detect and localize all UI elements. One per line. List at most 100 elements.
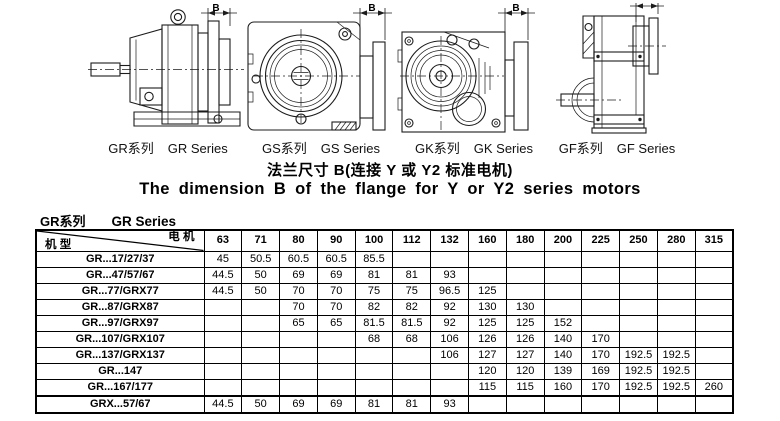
dimension-b-cell: [694, 314, 734, 332]
dimension-b-cell: [505, 250, 545, 268]
dimension-b-cell: 126: [467, 330, 507, 348]
dimension-b-cell: 127: [505, 346, 545, 364]
model-cell: GR...137/GRX137: [35, 346, 205, 364]
dimension-b-cell: 192.5: [656, 362, 696, 380]
motor-frame-column-header: 100: [354, 229, 394, 252]
dimension-b-cell: [241, 378, 281, 396]
dimension-b-cell: 192.5: [619, 378, 658, 396]
dimension-b-cell: 130: [467, 298, 507, 316]
dimension-b-cell: 152: [543, 314, 583, 332]
model-cell: GR...87/GRX87: [35, 298, 205, 316]
dimension-b-cell: [467, 266, 507, 284]
dimension-b-cell: 92: [430, 298, 469, 316]
dimension-b-cell: 69: [316, 266, 356, 284]
dimension-b-cell: 170: [581, 378, 621, 396]
dimension-b-cell: 192.5: [619, 362, 658, 380]
dimension-b-cell: 81.5: [392, 314, 432, 332]
corner-header-cell: 电 机 机 型: [35, 229, 205, 252]
gr-series-caption: GR系列 GR Series: [88, 138, 248, 157]
gs-series-drawing: B: [247, 3, 392, 131]
model-cell: GRX...57/67: [35, 394, 205, 413]
dimension-b-cell: 130: [505, 298, 545, 316]
dimension-b-cell: [279, 378, 318, 396]
dimension-b-cell: [392, 346, 432, 364]
motor-frame-column-header: 200: [543, 229, 583, 252]
gs-series-label-cn: GS系列: [261, 141, 307, 156]
dimension-b-cell: 106: [430, 346, 469, 364]
dimension-b-cell: 120: [505, 362, 545, 380]
dimension-b-cell: [581, 394, 621, 413]
table-caption: GR系列 GR Series: [40, 211, 176, 230]
dimension-b-cell: [316, 346, 356, 364]
dimension-b-cell: [241, 346, 281, 364]
dim-b-label: B: [212, 3, 219, 14]
dimension-b-cell: [581, 266, 621, 284]
dimension-b-cell: [392, 362, 432, 380]
dimension-b-cell: [430, 250, 469, 268]
motor-frame-column-header: 90: [316, 229, 356, 252]
dimension-b-cell: 81: [354, 394, 394, 413]
dimension-b-cell: [619, 282, 658, 300]
dimension-b-cell: [505, 394, 545, 413]
motor-frame-column-header: 250: [619, 229, 658, 252]
dimension-b-cell: 96.5: [430, 282, 469, 300]
dimension-b-cell: 92: [430, 314, 469, 332]
dimension-b-cell: 68: [354, 330, 394, 348]
dimension-b-cell: [203, 330, 243, 348]
dimension-b-cell: [392, 378, 432, 396]
gr-series-label-cn: GR系列: [108, 141, 154, 156]
dimension-b-cell: 160: [543, 378, 583, 396]
gs-series-caption: GS系列 GS Series: [240, 138, 402, 157]
dimension-b-cell: 69: [316, 394, 356, 413]
dimension-b-cell: [241, 298, 281, 316]
dimension-b-cell: [203, 378, 243, 396]
page-title-english: The dimension B of the flange for Y or Y…: [139, 180, 641, 198]
table-row: GR...17/27/37 45 50.5 60.5 60.5 85.5: [35, 250, 734, 268]
dimension-b-cell: [656, 250, 696, 268]
gf-series-drawing: [556, 3, 666, 134]
dimension-b-cell: 169: [581, 362, 621, 380]
motor-frame-column-header: 315: [694, 229, 734, 252]
table-row: GR...47/57/67 44.5 50 69 69 81 81 93: [35, 266, 734, 284]
dimension-b-cell: [543, 250, 583, 268]
dimension-b-cell: 60.5: [316, 250, 356, 268]
dim-b-label: B: [368, 3, 375, 14]
dimension-b-cell: [430, 362, 469, 380]
diagonal-divider: [37, 231, 204, 251]
model-cell: GR...97/GRX97: [35, 314, 205, 332]
dimension-table: 电 机 机 型 63 71 80 90 100 112 132 160 180 200 225 250…: [35, 229, 734, 414]
dimension-b-cell: 65: [279, 314, 318, 332]
dimension-b-cell: [279, 330, 318, 348]
dimension-b-cell: [694, 362, 734, 380]
corner-label-model: 机 型: [45, 238, 72, 251]
table-row: GR...137/GRX137 106 127 127 140 170 192.5 192.5: [35, 346, 734, 364]
page-title-chinese: 法兰尺寸 B(连接 Y 或 Y2 标准电机): [267, 162, 513, 179]
dimension-b-cell: [619, 314, 658, 332]
dimension-b-cell: [656, 298, 696, 316]
dimension-b-cell: [354, 378, 394, 396]
dimension-table-body: GR...17/27/37 45 50.5 60.5 60.5 85.5 GR...47/5…: [35, 250, 734, 413]
dimension-b-cell: 260: [694, 378, 734, 396]
dimension-b-cell: 50: [241, 282, 281, 300]
dimension-b-cell: [203, 314, 243, 332]
dimension-b-cell: 115: [467, 378, 507, 396]
figure-gr-series: B GR系列 GR Series: [88, 2, 248, 157]
dimension-b-cell: [656, 314, 696, 332]
dimension-b-cell: [694, 250, 734, 268]
motor-frame-column-header: 132: [430, 229, 469, 252]
model-cell: GR...17/27/37: [35, 250, 205, 268]
dimension-b-cell: 70: [316, 298, 356, 316]
dimension-b-cell: [619, 298, 658, 316]
dimension-b-cell: [241, 362, 281, 380]
dimension-b-cell: 140: [543, 330, 583, 348]
dimension-b-cell: 69: [279, 266, 318, 284]
dimension-b-cell: [316, 378, 356, 396]
dimension-b-cell: [543, 282, 583, 300]
model-cell: GR...107/GRX107: [35, 330, 205, 348]
dimension-b-cell: 85.5: [354, 250, 394, 268]
gs-series-label-en: GS Series: [320, 141, 381, 156]
dimension-b-cell: 75: [392, 282, 432, 300]
dimension-b-cell: 192.5: [619, 346, 658, 364]
dimension-b-cell: 93: [430, 394, 469, 413]
